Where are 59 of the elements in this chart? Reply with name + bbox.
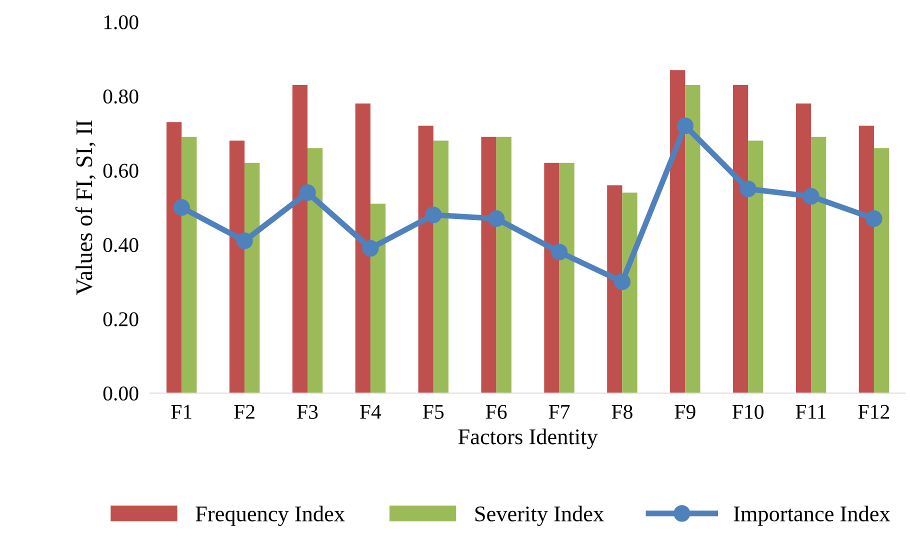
point bbox=[740, 180, 756, 198]
legend-label: Importance Index bbox=[734, 506, 890, 526]
point bbox=[550, 244, 568, 260]
y-axis-title: Values of FI, SI, II bbox=[75, 120, 96, 296]
x-tick-label: F6 bbox=[486, 404, 507, 419]
x-tick-label: F7 bbox=[548, 405, 570, 419]
point bbox=[676, 117, 694, 134]
bar bbox=[559, 162, 574, 394]
x-tick-label: F5 bbox=[422, 405, 444, 419]
bar bbox=[292, 84, 308, 394]
y-tick-label: 1.00 bbox=[104, 15, 138, 30]
x-tick-label: F10 bbox=[732, 404, 764, 419]
x-tick-label: F11 bbox=[796, 404, 826, 419]
point bbox=[866, 210, 882, 227]
bar bbox=[811, 136, 826, 394]
x-tick-label: F3 bbox=[297, 404, 318, 419]
bar bbox=[244, 162, 260, 394]
legend-label: Severity Index bbox=[475, 506, 604, 526]
bar bbox=[182, 136, 197, 394]
bar bbox=[858, 126, 874, 394]
bar bbox=[418, 126, 434, 394]
bar bbox=[166, 122, 182, 394]
x-tick-label: F8 bbox=[612, 404, 632, 419]
point bbox=[173, 199, 190, 216]
x-tick-label: F9 bbox=[674, 404, 696, 419]
point bbox=[299, 184, 316, 201]
bar bbox=[670, 70, 686, 394]
y-tick-label: 0.40 bbox=[103, 238, 138, 252]
x-tick-label: F2 bbox=[234, 404, 254, 419]
bar bbox=[685, 84, 700, 394]
point bbox=[802, 188, 820, 205]
point bbox=[614, 273, 631, 290]
x-tick-label: F4 bbox=[360, 404, 382, 419]
y-tick-label: 0.20 bbox=[103, 312, 138, 326]
y-tick-label: 0.00 bbox=[103, 386, 138, 401]
bar bbox=[229, 140, 245, 394]
bar bbox=[796, 104, 812, 394]
y-tick-label: 0.60 bbox=[103, 164, 138, 178]
x-tick-label: F12 bbox=[858, 404, 890, 419]
point bbox=[362, 240, 379, 257]
x-tick-label: F1 bbox=[171, 404, 192, 419]
point bbox=[425, 206, 442, 224]
bar bbox=[481, 136, 496, 394]
y-tick-label: 0.80 bbox=[103, 89, 138, 104]
bar bbox=[308, 148, 323, 394]
bar bbox=[622, 192, 638, 394]
bar bbox=[370, 204, 386, 394]
bar bbox=[355, 104, 370, 394]
bar bbox=[748, 140, 764, 394]
point bbox=[488, 210, 505, 227]
bar bbox=[496, 136, 512, 394]
legend-label: Frequency Index bbox=[196, 506, 345, 526]
bar bbox=[433, 140, 448, 394]
bar bbox=[607, 185, 622, 394]
bar bbox=[874, 148, 890, 394]
bar bbox=[732, 84, 748, 394]
x-axis-title: Factors Identity bbox=[458, 428, 598, 449]
bar bbox=[544, 162, 560, 394]
point bbox=[236, 232, 253, 250]
